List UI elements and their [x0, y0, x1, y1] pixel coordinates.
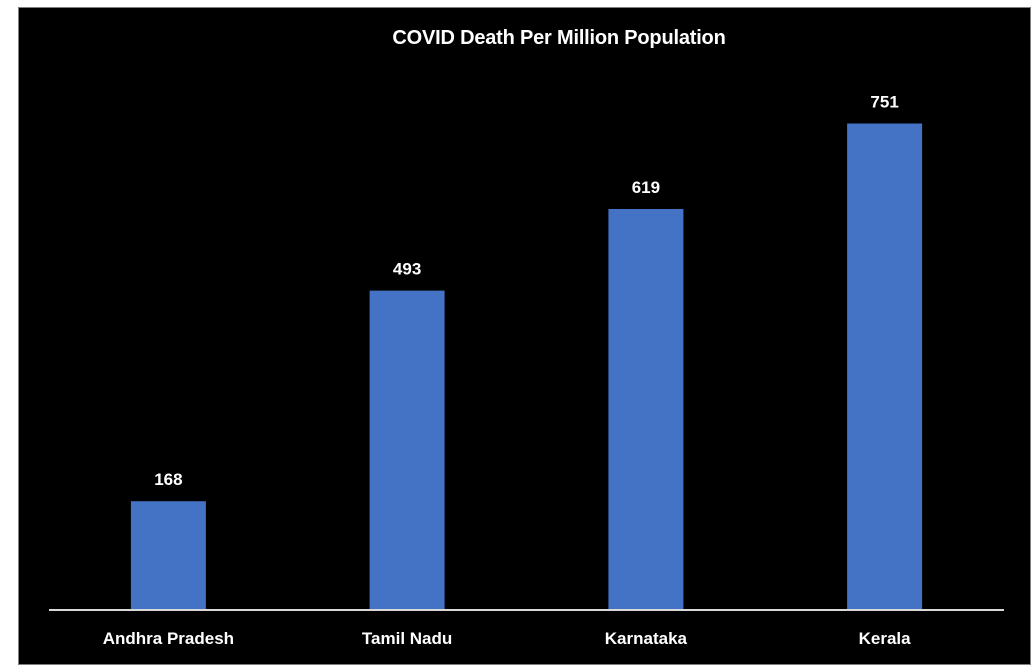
- bar-andhra-pradesh: [130, 501, 206, 610]
- data-label-karnataka: 619: [632, 178, 660, 197]
- bar-karnataka: [608, 209, 684, 610]
- data-labels-layer: 168 493 619 751: [154, 93, 899, 490]
- bar-kerala: [847, 123, 923, 610]
- x-tick-label-karnataka: Karnataka: [605, 629, 688, 648]
- bar-tamil-nadu: [369, 290, 445, 610]
- data-label-tamil-nadu: 493: [393, 260, 421, 279]
- bars-layer: [130, 123, 923, 610]
- x-tick-label-tamil-nadu: Tamil Nadu: [362, 629, 452, 648]
- x-tick-label-andhra-pradesh: Andhra Pradesh: [103, 629, 234, 648]
- data-label-andhra-pradesh: 168: [154, 470, 182, 489]
- data-label-kerala: 751: [870, 93, 898, 112]
- x-tick-labels-layer: Andhra Pradesh Tamil Nadu Karnataka Kerala: [103, 629, 911, 648]
- x-tick-label-kerala: Kerala: [859, 629, 912, 648]
- chart-title: COVID Death Per Million Population: [392, 27, 726, 49]
